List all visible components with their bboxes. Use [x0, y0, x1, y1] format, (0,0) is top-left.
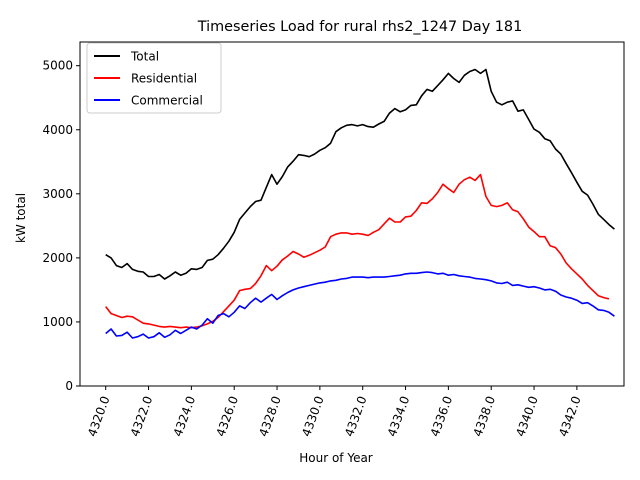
x-tick-label: 4332.0 [342, 394, 370, 438]
y-tick-label: 3000 [42, 187, 73, 201]
x-axis-label: Hour of Year [299, 451, 373, 465]
x-tick-label: 4340.0 [513, 394, 541, 438]
plot-lines [105, 68, 615, 339]
x-tick-label: 4338.0 [471, 394, 499, 438]
x-tick-label: 4326.0 [214, 394, 242, 438]
x-axis-ticks: 4320.0 4322.0 4324.0 4326.0 4328.0 4330.0 4332… [85, 386, 584, 438]
y-tick-label: 5000 [42, 59, 73, 73]
x-tick-label: 4322.0 [128, 394, 156, 438]
x-tick-label: 4328.0 [256, 394, 284, 438]
y-tick-label: 0 [65, 379, 73, 393]
legend-label-total: Total [130, 50, 159, 64]
plot-frame [79, 41, 625, 387]
legend-label-commercial: Commercial [131, 94, 203, 108]
y-axis-ticks: 0 1000 2000 3000 4000 5000 [42, 59, 80, 393]
legend-box [86, 42, 222, 114]
x-tick-label: 4324.0 [171, 394, 199, 438]
legend-label-residential: Residential [131, 72, 197, 86]
series-line-total [105, 68, 615, 280]
axes [79, 41, 625, 387]
x-tick-label: 4334.0 [385, 394, 413, 438]
x-tick-label: 4336.0 [428, 394, 456, 438]
chart-title: Timeseries Load for rural rhs2_1247 Day … [197, 19, 523, 35]
y-tick-label: 4000 [42, 123, 73, 137]
x-tick-label: 4342.0 [556, 394, 584, 438]
legend: Total Residential Commercial [86, 42, 222, 114]
series-line-commercial [105, 271, 615, 339]
x-tick-label: 4320.0 [85, 394, 113, 438]
y-tick-label: 1000 [42, 315, 73, 329]
x-tick-label: 4330.0 [299, 394, 327, 438]
y-axis-label: kW total [14, 193, 28, 243]
y-tick-label: 2000 [42, 251, 73, 265]
series-line-residential [105, 173, 610, 329]
